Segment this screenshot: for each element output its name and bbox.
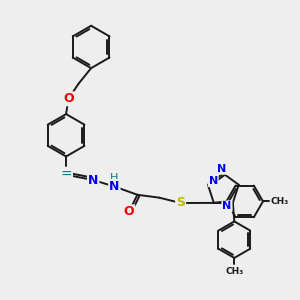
Text: N: N [88,173,98,187]
Text: N: N [208,176,218,186]
Text: S: S [176,196,185,209]
Text: N: N [222,201,232,212]
Text: N: N [109,180,120,193]
Text: N: N [217,164,226,174]
Text: O: O [63,92,74,105]
Text: CH₃: CH₃ [225,267,243,276]
Text: CH₃: CH₃ [271,197,289,206]
Text: =: = [60,168,72,182]
Text: O: O [124,205,134,218]
Text: H: H [110,173,118,183]
